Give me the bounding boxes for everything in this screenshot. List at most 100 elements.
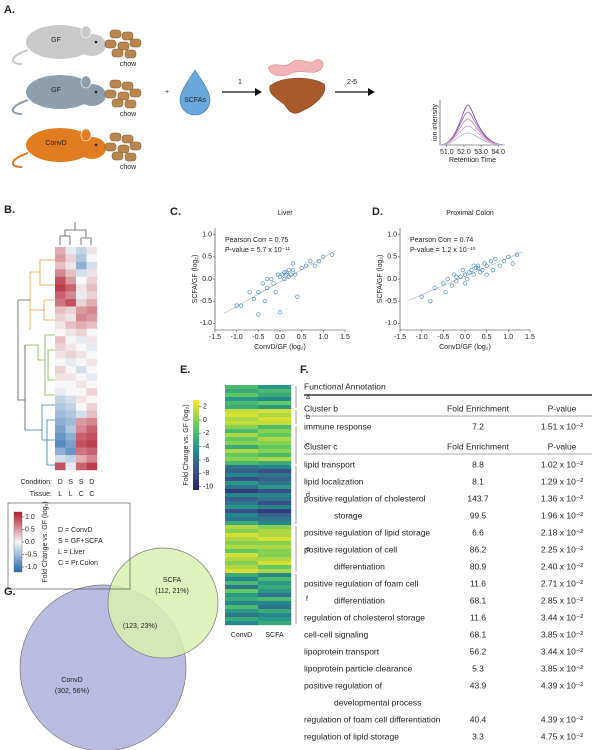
overlap-count: (123, 23%) [123, 623, 157, 630]
heatmap-cell [258, 501, 292, 506]
heatmap-cell [76, 373, 87, 381]
heatmap-cell [86, 425, 98, 434]
mouse-tail [12, 152, 29, 168]
panel-label: F. [300, 364, 309, 376]
column-header: P-value [548, 403, 577, 413]
heatmap-cell [225, 397, 259, 402]
heatmap-cell [86, 417, 98, 426]
fold-enrichment: 7.2 [472, 421, 484, 431]
chow-pellet [124, 49, 137, 59]
heatmap-cell [258, 517, 292, 522]
annotation: Pearson Corr = 0.74 [410, 237, 473, 244]
heatmap-cell [225, 489, 259, 494]
heatmap-cell [258, 597, 292, 602]
tissue: L [69, 491, 73, 498]
heatmap-cell [225, 561, 259, 566]
heatmap-cell [258, 393, 292, 398]
heatmap-cell [258, 429, 292, 434]
term: positive regulation of cell [304, 544, 397, 554]
term: regulation of foam cell differentiation [304, 714, 441, 724]
point [271, 281, 276, 286]
x-tick-label: 0.5 [297, 334, 307, 341]
heatmap-cell [258, 493, 292, 498]
heatmap-cell [258, 389, 292, 394]
x-tick-label: -0.5 [437, 334, 449, 341]
heatmap-cell [86, 328, 98, 337]
p-value: 1.96 x 10⁻² [541, 510, 583, 520]
point [501, 259, 507, 264]
colorbar-label: Fold Change vs. GF (log₂) [183, 404, 190, 485]
heatmap-cell [258, 573, 292, 578]
colorbar-tick: 0 [203, 417, 207, 424]
heatmap-cell [65, 417, 77, 426]
heatmap-cell [65, 373, 77, 381]
heatmap-cell [86, 440, 98, 448]
heatmap-cell [55, 380, 66, 389]
heatmap-cell [225, 541, 259, 546]
arrow-head [255, 88, 262, 96]
mouse-label: GF [51, 87, 61, 94]
heatmap-cell [225, 593, 259, 598]
heatmap-cell [65, 284, 77, 292]
fold-enrichment: 86.2 [470, 544, 487, 554]
set-name: SCFA [163, 577, 182, 584]
heatmap-cell [225, 617, 259, 622]
heatmap-cell [55, 432, 66, 441]
scfa-label: SCFAs [184, 97, 206, 104]
heatmap-cell [65, 432, 77, 441]
fold-enrichment: 5.3 [472, 663, 484, 673]
step-label: 2-5 [347, 79, 357, 86]
heatmap-cell [258, 593, 292, 598]
heatmap-cell [225, 521, 259, 526]
heatmap-cell [225, 581, 259, 586]
chow-pellet [109, 29, 122, 39]
chow-pellet [109, 79, 122, 89]
fold-enrichment: 3.3 [472, 731, 484, 741]
heatmap-cell [225, 421, 259, 426]
tick-label: 54.0 [491, 149, 505, 156]
heatmap-cell [55, 417, 66, 426]
heatmap-cell [86, 299, 98, 307]
mouse-ear [80, 75, 92, 89]
mouse-label: ConvD [45, 140, 66, 147]
panel-label: C. [170, 206, 181, 218]
heatmap-cell [76, 291, 87, 300]
heatmap-cell [225, 461, 259, 466]
point [264, 276, 270, 282]
x-tick-label: 0.0 [275, 334, 285, 341]
chow-pellet [121, 31, 134, 41]
heatmap-cell [65, 425, 77, 434]
p-value: 2.18 x 10⁻² [541, 527, 583, 537]
liver [269, 77, 326, 114]
point [506, 254, 511, 259]
fold-enrichment: 43.9 [470, 680, 487, 690]
heatmap-cell [76, 276, 87, 285]
colorbar-tick: 0.5 [25, 526, 35, 533]
point [465, 276, 470, 282]
heatmap-cell [225, 597, 259, 602]
venn [19, 547, 219, 750]
point [329, 252, 335, 257]
heatmap-cell [76, 343, 87, 352]
y-tick-label: -1.0 [385, 320, 397, 327]
mouse-eye [94, 40, 98, 44]
heatmap-cell [55, 425, 66, 434]
point [449, 283, 455, 288]
heatmap-cell [258, 609, 292, 614]
heatmap-cell [258, 445, 292, 450]
chart-title: Proximal Colon [446, 210, 494, 217]
point [321, 254, 326, 259]
heatmap-cell [258, 557, 292, 562]
point [295, 294, 300, 299]
point [484, 263, 489, 268]
point [454, 279, 459, 284]
point [484, 272, 489, 277]
heatmap-cell [258, 525, 292, 530]
heatmap-cell [86, 343, 98, 352]
heatmap-cell [55, 299, 66, 307]
legend-key: L = Liver [58, 549, 85, 556]
y-tick-label: 1.0 [202, 231, 212, 238]
heatmap-cell [76, 358, 87, 367]
heatmap-cell [65, 343, 77, 352]
chow-pellet [129, 38, 142, 48]
